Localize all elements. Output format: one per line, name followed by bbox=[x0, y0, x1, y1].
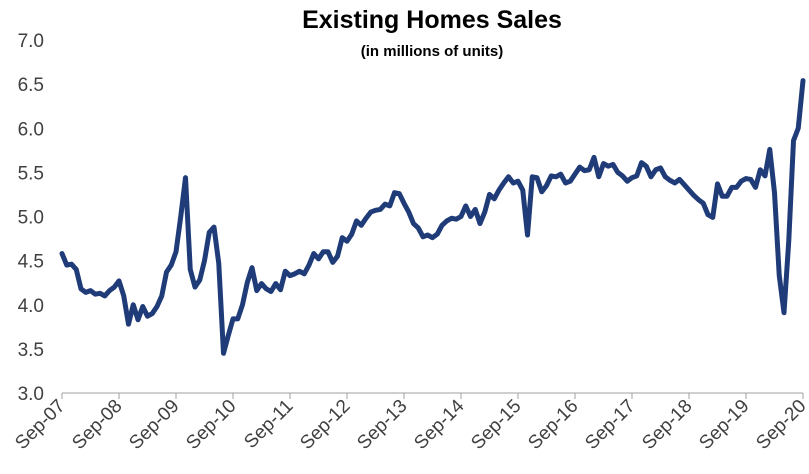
x-tick-label: Sep-12 bbox=[296, 396, 354, 454]
y-tick-label: 3.5 bbox=[18, 340, 44, 361]
x-tick-label: Sep-17 bbox=[581, 396, 639, 454]
y-tick-label: 4.5 bbox=[18, 252, 44, 273]
y-tick-label: 4.0 bbox=[18, 296, 44, 317]
x-tick-label: Sep-14 bbox=[410, 395, 468, 453]
chart-title: Existing Homes Sales bbox=[302, 6, 562, 34]
x-tick-label: Sep-11 bbox=[240, 396, 297, 453]
y-tick-label: 6.0 bbox=[18, 119, 44, 140]
x-tick-label: Sep-13 bbox=[353, 396, 411, 454]
x-tick-label: Sep-20 bbox=[752, 396, 809, 454]
y-tick-label: 5.0 bbox=[18, 208, 44, 229]
x-tick-label: Sep-18 bbox=[638, 396, 696, 454]
x-tick-label: Sep-09 bbox=[125, 396, 183, 454]
x-tick-label: Sep-15 bbox=[467, 396, 525, 454]
x-tick-label: Sep-19 bbox=[695, 396, 753, 454]
x-tick-label: Sep-10 bbox=[182, 396, 240, 454]
chart-subtitle: (in millions of units) bbox=[361, 43, 504, 60]
y-tick-label: 3.0 bbox=[18, 384, 44, 405]
data-line bbox=[59, 78, 806, 356]
x-tick-label: Sep-16 bbox=[524, 396, 582, 454]
x-tick-label: Sep-08 bbox=[68, 396, 126, 454]
y-tick-label: 5.5 bbox=[18, 163, 44, 184]
y-tick-label: 6.5 bbox=[18, 75, 44, 96]
y-tick-label: 7.0 bbox=[18, 31, 44, 52]
